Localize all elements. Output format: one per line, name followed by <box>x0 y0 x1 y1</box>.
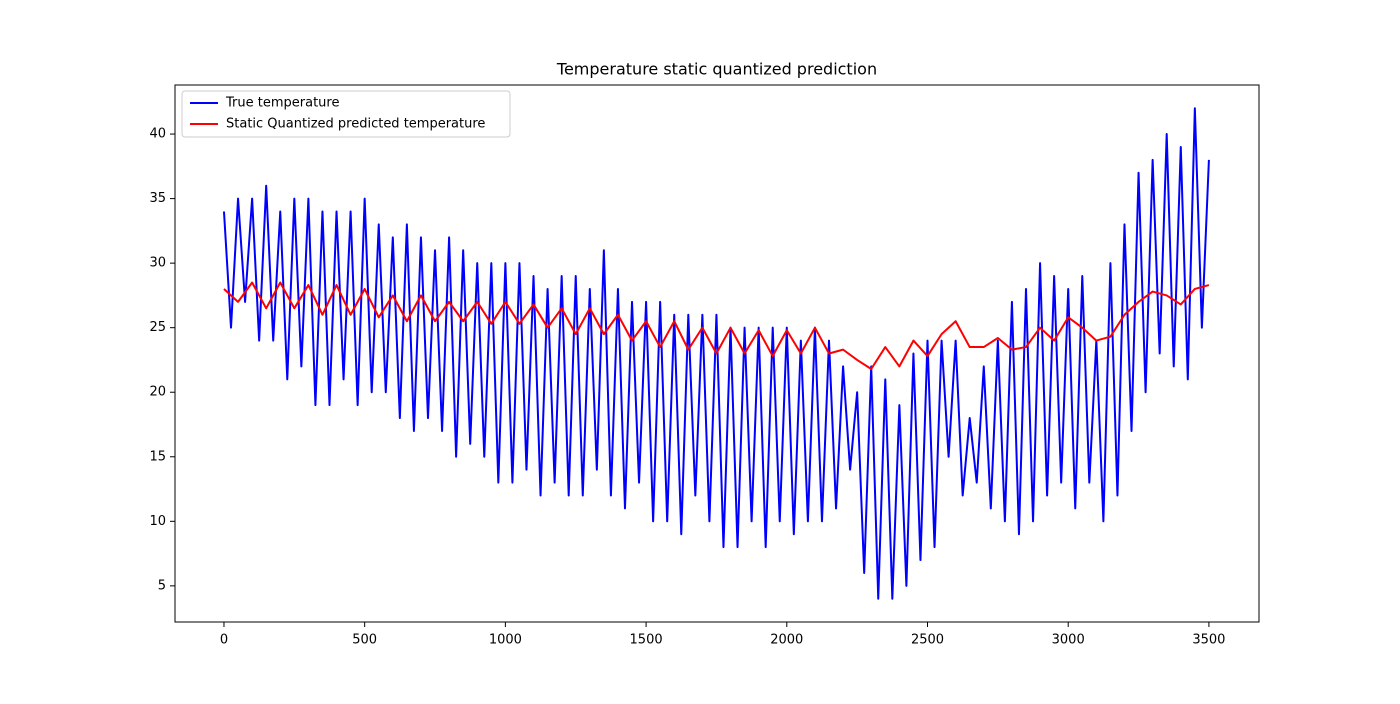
data-line <box>222 107 1210 600</box>
chart-title: Temperature static quantized prediction <box>556 60 877 79</box>
x-tick-label: 2000 <box>770 633 803 648</box>
y-tick-label: 5 <box>158 578 166 593</box>
x-tick-label: 2500 <box>911 633 944 648</box>
legend-label: Static Quantized predicted temperature <box>226 117 485 132</box>
y-tick-label: 40 <box>149 127 166 142</box>
x-tick-label: 1500 <box>630 633 663 648</box>
plot-frame <box>174 84 1260 623</box>
legend-box <box>181 90 511 138</box>
y-tick-label: 35 <box>149 191 166 206</box>
x-tick-label: 1000 <box>489 633 522 648</box>
y-tick-label: 25 <box>149 320 166 335</box>
x-tick-label: 0 <box>220 633 228 648</box>
x-tick-label: 3000 <box>1052 633 1085 648</box>
y-tick-label: 30 <box>149 256 166 271</box>
x-tick-label: 500 <box>352 633 377 648</box>
data-line <box>223 281 1210 370</box>
y-tick-label: 10 <box>149 514 166 529</box>
y-tick-label: 15 <box>149 449 166 464</box>
x-tick-label: 3500 <box>1192 633 1225 648</box>
y-tick-label: 20 <box>149 385 166 400</box>
legend-label: True temperature <box>225 96 339 111</box>
